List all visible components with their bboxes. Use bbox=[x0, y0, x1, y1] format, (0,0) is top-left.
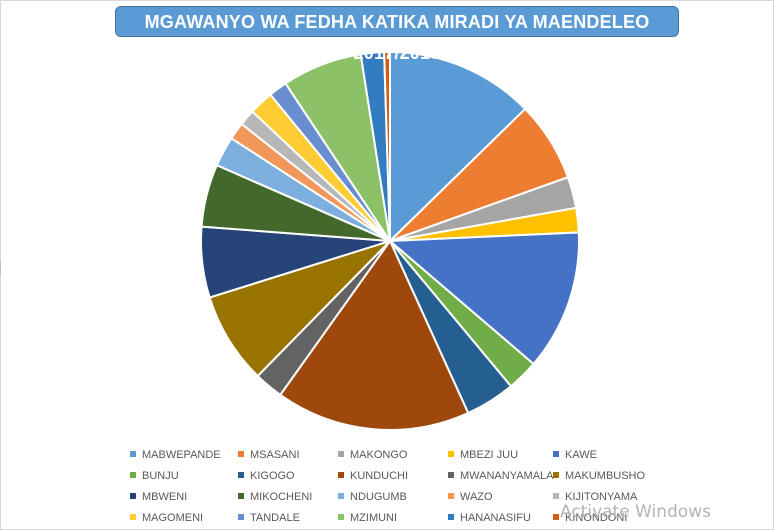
legend-label: MAGOMENI bbox=[142, 512, 204, 524]
legend-label: MWANANYAMALA bbox=[460, 470, 554, 482]
legend-swatch bbox=[130, 493, 136, 500]
legend-item-makongo: MAKONGO bbox=[338, 448, 407, 462]
legend-item-mwananyamala: MWANANYAMALA bbox=[448, 469, 554, 483]
legend-item-kigogo: KIGOGO bbox=[238, 469, 295, 483]
legend-swatch bbox=[448, 451, 454, 458]
legend-item-mabwepande: MABWEPANDE bbox=[130, 448, 221, 462]
legend-label: MAKONGO bbox=[350, 449, 408, 461]
pie-slice-kunduchi bbox=[278, 239, 470, 431]
legend-swatch bbox=[130, 451, 136, 458]
legend-label: MSASANI bbox=[250, 449, 300, 461]
legend-item-kunduchi: KUNDUCHI bbox=[338, 469, 408, 483]
legend-item-ndugumb: NDUGUMB bbox=[338, 490, 407, 504]
legend-item-tandale: TANDALE bbox=[238, 511, 300, 525]
legend-item-kinondoni: KINONDONI bbox=[553, 511, 627, 525]
legend-item-bunju: BUNJU bbox=[130, 469, 179, 483]
legend-label: NDUGUMB bbox=[350, 491, 407, 503]
legend-item-makumbusho: MAKUMBUSHO bbox=[553, 469, 645, 483]
activate-windows-watermark: Activate Windows bbox=[560, 502, 711, 522]
pie-slice-kinondoni bbox=[383, 50, 391, 242]
legend-item-wazo: WAZO bbox=[448, 490, 493, 504]
legend-label: KIGOGO bbox=[250, 470, 295, 482]
legend-item-hananasifu: HANANASIFU bbox=[448, 511, 531, 525]
legend-swatch bbox=[338, 472, 344, 479]
legend-item-magomeni: MAGOMENI bbox=[130, 511, 203, 525]
legend-swatch bbox=[448, 493, 454, 500]
legend-item-mbezi-juu: MBEZI JUU bbox=[448, 448, 518, 462]
legend-item-mbweni: MBWENI bbox=[130, 490, 187, 504]
legend-label: MABWEPANDE bbox=[142, 449, 221, 461]
legend-label: MIKOCHENI bbox=[250, 491, 313, 503]
legend-item-mikocheni: MIKOCHENI bbox=[238, 490, 312, 504]
legend-label: MBEZI JUU bbox=[460, 449, 519, 461]
chart-legend: MABWEPANDE MSASANI MAKONGO MBEZI JUU KAWE BUN… bbox=[130, 448, 730, 530]
legend-label: KINONDONI bbox=[565, 512, 628, 524]
legend-label: KAWE bbox=[565, 449, 597, 461]
legend-swatch bbox=[130, 472, 136, 479]
legend-swatch bbox=[553, 451, 559, 458]
legend-label: HANANASIFU bbox=[460, 512, 531, 524]
legend-swatch bbox=[448, 472, 454, 479]
legend-swatch bbox=[338, 514, 344, 521]
legend-label: BUNJU bbox=[142, 470, 179, 482]
legend-label: MZIMUNI bbox=[350, 512, 398, 524]
legend-label: KIJITONYAMA bbox=[565, 491, 638, 503]
legend-item-mzimuni: MZIMUNI bbox=[338, 511, 397, 525]
legend-swatch bbox=[553, 472, 559, 479]
legend-swatch bbox=[338, 451, 344, 458]
legend-label: WAZO bbox=[460, 491, 493, 503]
legend-label: MBWENI bbox=[142, 491, 188, 503]
legend-swatch bbox=[338, 493, 344, 500]
legend-swatch bbox=[238, 472, 244, 479]
pie-slice-kawe bbox=[387, 231, 580, 366]
legend-label: TANDALE bbox=[250, 512, 300, 524]
legend-item-kijitonyama: KIJITONYAMA bbox=[553, 490, 637, 504]
legend-swatch bbox=[238, 451, 244, 458]
legend-item-msasani: MSASANI bbox=[238, 448, 300, 462]
chart-title: MGAWANYO WA FEDHA KATIKA MIRADI YA MAEND… bbox=[115, 6, 679, 63]
legend-swatch bbox=[553, 493, 559, 500]
pie-slice-makumbusho bbox=[208, 240, 391, 378]
legend-swatch bbox=[130, 514, 136, 521]
pie-slice-mabwepande bbox=[389, 50, 527, 244]
legend-label: MAKUMBUSHO bbox=[565, 470, 646, 482]
legend-swatch bbox=[448, 514, 454, 521]
legend-label: KUNDUCHI bbox=[350, 470, 409, 482]
legend-swatch bbox=[238, 514, 244, 521]
legend-swatch bbox=[238, 493, 244, 500]
frame-edge-mark bbox=[0, 262, 5, 274]
legend-item-kawe: KAWE bbox=[553, 448, 597, 462]
legend-swatch bbox=[553, 514, 559, 521]
